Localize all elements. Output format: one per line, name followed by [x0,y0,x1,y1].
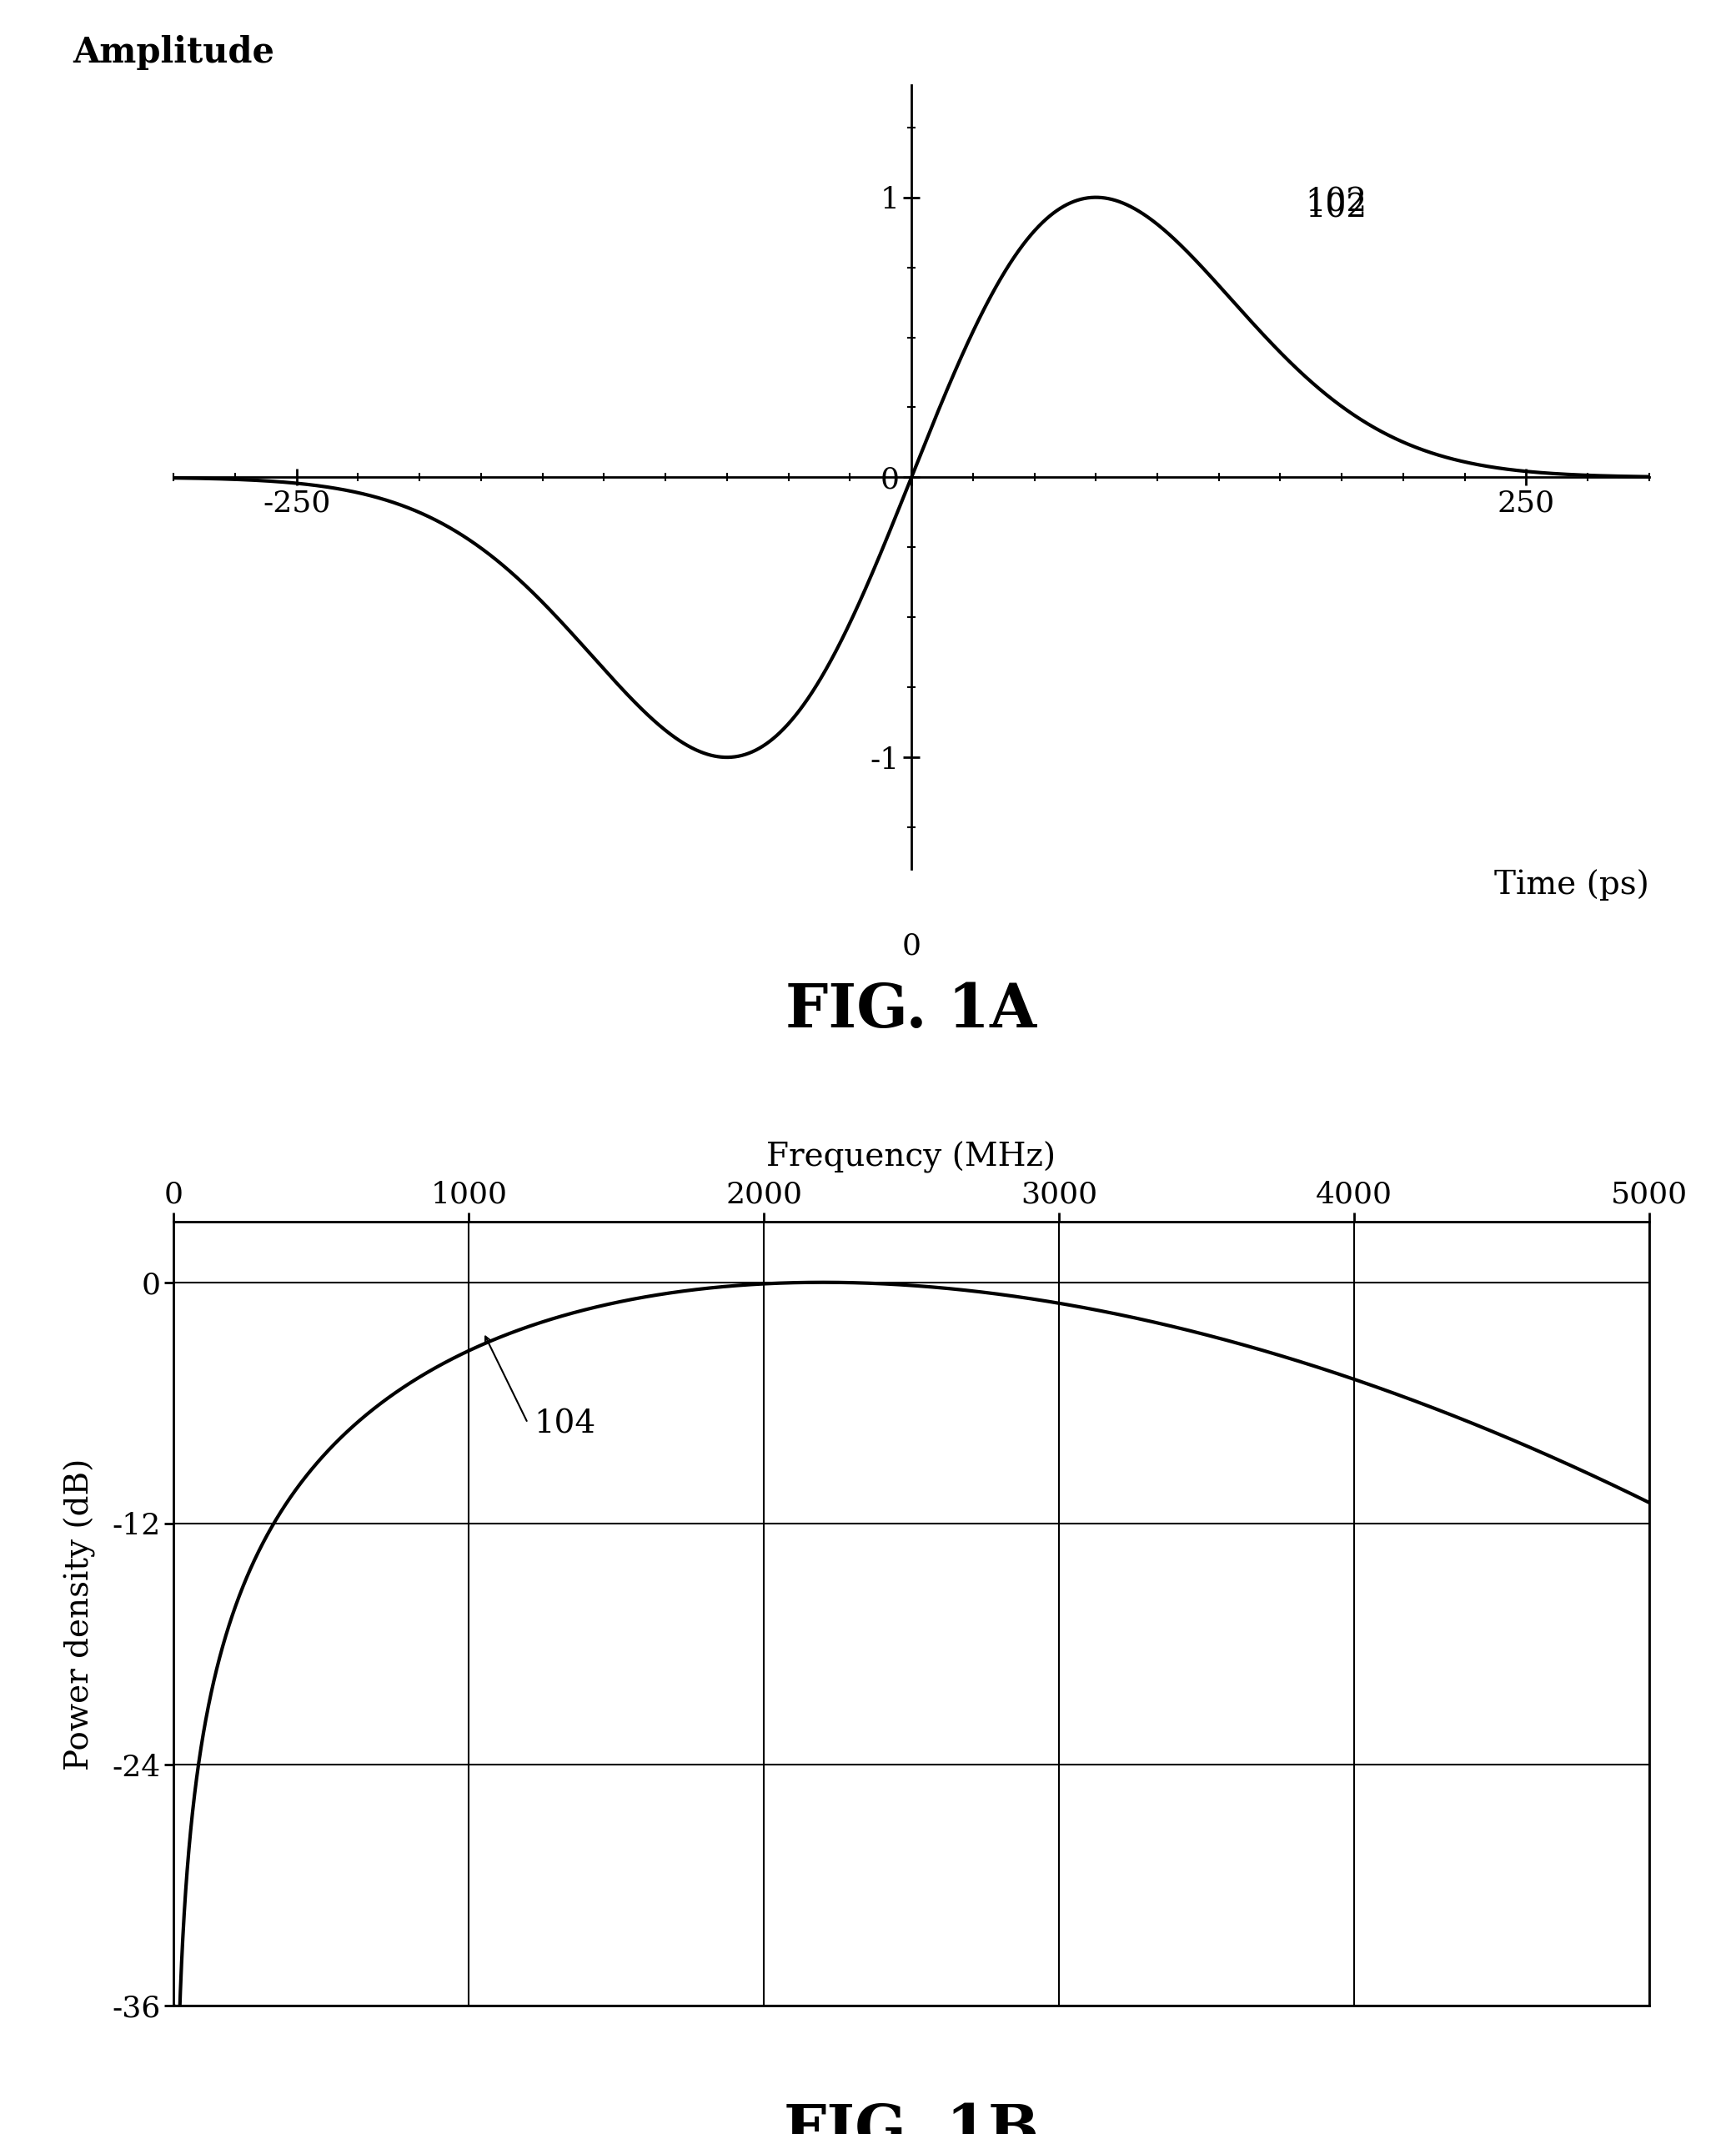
Text: Amplitude: Amplitude [73,34,274,70]
Text: 102: 102 [1305,188,1366,218]
Text: Time (ps): Time (ps) [1495,869,1649,901]
Text: FIG. 1B: FIG. 1B [783,2102,1040,2134]
Text: 102: 102 [1305,192,1366,224]
Text: 104: 104 [533,1408,595,1440]
Y-axis label: Power density (dB): Power density (dB) [64,1458,95,1769]
Text: 0: 0 [901,933,922,960]
X-axis label: Frequency (MHz): Frequency (MHz) [767,1142,1055,1174]
Text: FIG. 1A: FIG. 1A [786,982,1036,1039]
